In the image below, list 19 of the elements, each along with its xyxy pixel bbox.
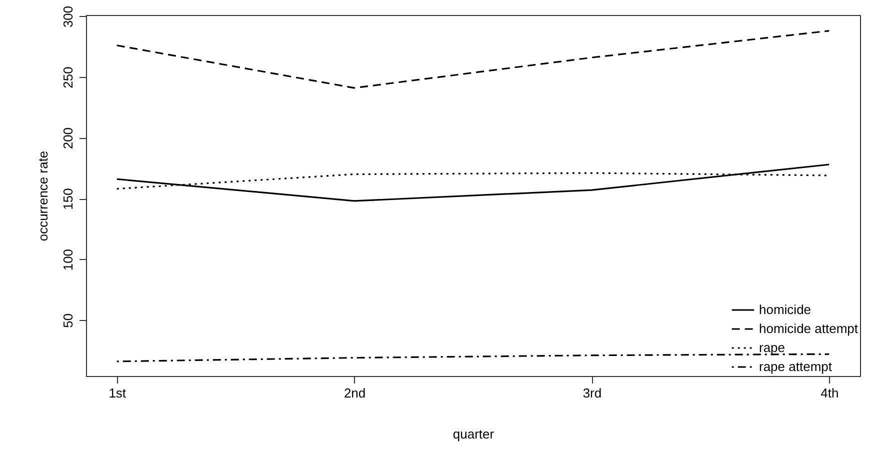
y-tick-label: 150 [60,188,76,210]
x-tick-label: 4th [820,386,839,400]
y-tick-label: 200 [60,127,76,150]
y-tick-label: 300 [60,6,76,28]
y-tick-label: 50 [60,313,76,328]
line-series [116,353,830,362]
y-tick-label: 250 [60,66,76,88]
x-axis-title: quarter [452,426,495,442]
x-tick-label: 3rd [582,386,602,400]
y-tick-label: 100 [60,248,76,271]
line-series [116,30,830,89]
x-tick-label: 1st [108,386,126,400]
legend-label: rape [759,340,786,355]
y-axis-title: occurrence rate [36,150,50,242]
legend-label: homicide attempt [759,321,858,336]
legend-label: homicide [759,302,812,317]
legend-label: rape attempt [759,359,832,374]
line-series [116,164,830,202]
x-tick-label: 2nd [344,386,366,400]
